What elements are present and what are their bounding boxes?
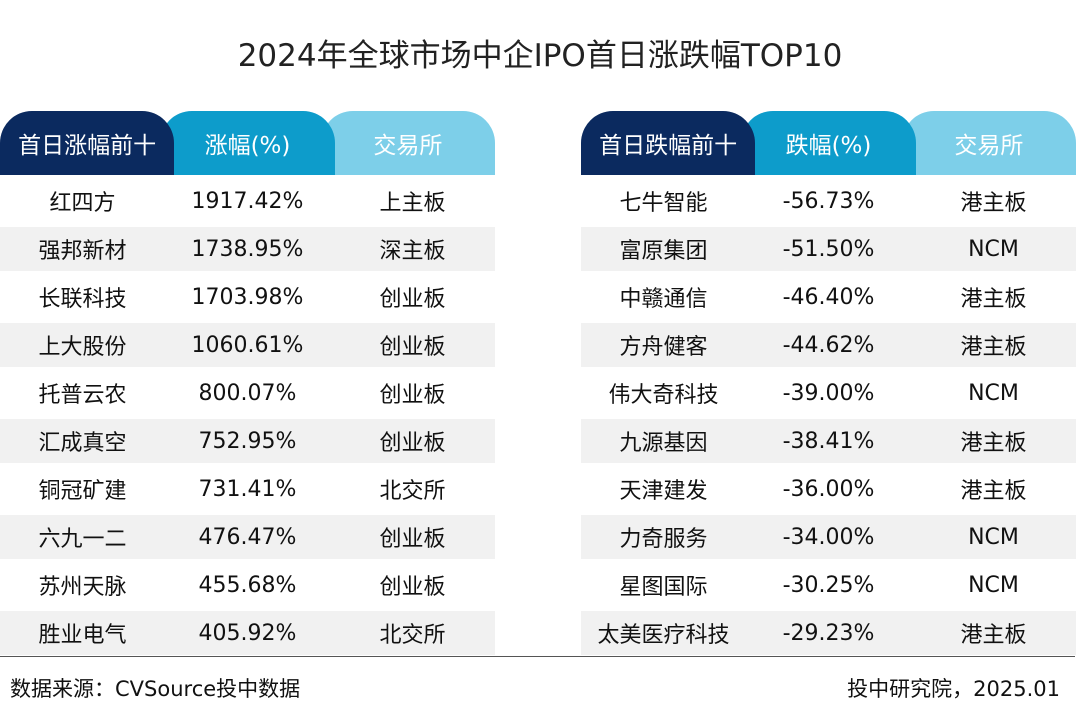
table-row: 七牛智能 -56.73% 港主板 bbox=[581, 179, 1076, 223]
table-cell: 创业板 bbox=[379, 431, 446, 456]
table-cell: 创业板 bbox=[379, 383, 446, 408]
table-cell: 星图国际 bbox=[619, 575, 708, 600]
table-cell: 455.68% bbox=[198, 572, 297, 598]
table-cell: 长联科技 bbox=[38, 287, 127, 312]
table-cell: 红四方 bbox=[49, 191, 116, 216]
table-cell: 铜冠矿建 bbox=[38, 479, 127, 504]
table-row: 苏州天脉 455.68% 创业板 bbox=[0, 563, 495, 607]
table-row: 六九一二 476.47% 创业板 bbox=[0, 515, 495, 559]
footer-divider bbox=[0, 656, 1075, 657]
table-cell: 创业板 bbox=[379, 575, 446, 600]
source-note: 数据来源：CVSource投中数据 bbox=[10, 677, 301, 701]
table-cell: 上大股份 bbox=[38, 335, 127, 360]
table-cell: 创业板 bbox=[379, 527, 446, 552]
table-cell: 伟大奇科技 bbox=[608, 383, 719, 408]
table-cell: -46.40% bbox=[782, 284, 875, 310]
table-row: 力奇服务 -34.00% NCM bbox=[581, 515, 1076, 559]
table-cell: 创业板 bbox=[379, 335, 446, 360]
header-cell: 首日跌幅前十 bbox=[581, 111, 756, 175]
header-cell: 交易所 bbox=[320, 111, 495, 175]
table-row: 方舟健客 -44.62% 港主板 bbox=[581, 323, 1076, 367]
table-row: 红四方 1917.42% 上主板 bbox=[0, 179, 495, 223]
table-cell: NCM bbox=[968, 236, 1019, 262]
table-cell: -29.23% bbox=[782, 620, 875, 646]
table-row: 铜冠矿建 731.41% 北交所 bbox=[0, 467, 495, 511]
table-row: 星图国际 -30.25% NCM bbox=[581, 563, 1076, 607]
table-row: 胜业电气 405.92% 北交所 bbox=[0, 611, 495, 655]
table-cell: 深主板 bbox=[379, 239, 446, 264]
table-cell: 汇成真空 bbox=[38, 431, 127, 456]
table-cell: -38.41% bbox=[782, 428, 875, 454]
table-cell: 1738.95% bbox=[191, 236, 304, 262]
table-row: 富原集团 -51.50% NCM bbox=[581, 227, 1076, 271]
table-row: 强邦新材 1738.95% 深主板 bbox=[0, 227, 495, 271]
table-cell: 476.47% bbox=[198, 524, 297, 550]
table-cell: 港主板 bbox=[960, 431, 1027, 456]
table-cell: 1060.61% bbox=[191, 332, 304, 358]
table-cell: 方舟健客 bbox=[619, 335, 708, 360]
table-cell: -30.25% bbox=[782, 572, 875, 598]
table-cell: 上主板 bbox=[379, 191, 446, 216]
table-cell: 创业板 bbox=[379, 287, 446, 312]
table-cell: 港主板 bbox=[960, 623, 1027, 648]
table-cell: 752.95% bbox=[198, 428, 297, 454]
table-cell: 苏州天脉 bbox=[38, 575, 127, 600]
table-cell: 港主板 bbox=[960, 335, 1027, 360]
header-cell: 交易所 bbox=[901, 111, 1076, 175]
page-title: 2024年全球市场中企IPO首日涨跌幅TOP10 bbox=[237, 38, 843, 74]
table-header: 首日涨幅前十 涨幅(%) 交易所 bbox=[0, 111, 495, 175]
table-row: 汇成真空 752.95% 创业板 bbox=[0, 419, 495, 463]
table-cell: 北交所 bbox=[379, 623, 446, 648]
table-cell: NCM bbox=[968, 380, 1019, 406]
table-cell: 天津建发 bbox=[619, 479, 708, 504]
header-cell: 涨幅(%) bbox=[160, 111, 335, 175]
table-row: 上大股份 1060.61% 创业板 bbox=[0, 323, 495, 367]
table-cell: 港主板 bbox=[960, 191, 1027, 216]
table-cell: 1917.42% bbox=[191, 188, 304, 214]
table-cell: 800.07% bbox=[198, 380, 297, 406]
table-cell: 北交所 bbox=[379, 479, 446, 504]
table-cell: -39.00% bbox=[782, 380, 875, 406]
table-row: 中赣通信 -46.40% 港主板 bbox=[581, 275, 1076, 319]
table-cell: 托普云农 bbox=[38, 383, 127, 408]
table-cell: 731.41% bbox=[198, 476, 297, 502]
top-gainers-table: 首日涨幅前十 涨幅(%) 交易所红四方 1917.42% 上主板强邦新材 1738.95%… bbox=[0, 111, 495, 655]
table-cell: -51.50% bbox=[782, 236, 875, 262]
table-cell: 力奇服务 bbox=[619, 527, 708, 552]
table-cell: -34.00% bbox=[782, 524, 875, 550]
table-cell: 中赣通信 bbox=[619, 287, 708, 312]
table-cell: NCM bbox=[968, 572, 1019, 598]
table-row: 伟大奇科技 -39.00% NCM bbox=[581, 371, 1076, 415]
table-row: 太美医疗科技 -29.23% 港主板 bbox=[581, 611, 1076, 655]
table-cell: 富原集团 bbox=[619, 239, 708, 264]
table-cell: 1703.98% bbox=[191, 284, 304, 310]
table-row: 长联科技 1703.98% 创业板 bbox=[0, 275, 495, 319]
header-cell: 跌幅(%) bbox=[741, 111, 916, 175]
table-cell: 太美医疗科技 bbox=[597, 623, 730, 648]
table-cell: 港主板 bbox=[960, 479, 1027, 504]
table-row: 天津建发 -36.00% 港主板 bbox=[581, 467, 1076, 511]
table-cell: NCM bbox=[968, 524, 1019, 550]
top-losers-table: 首日跌幅前十 跌幅(%) 交易所 七牛智能 -56.73% 港主板 富原集团 -51.50% N… bbox=[581, 111, 1076, 655]
table-cell: 405.92% bbox=[198, 620, 297, 646]
table-cell: 九源基因 bbox=[619, 431, 708, 456]
credit-note: 投中研究院，2025.01 bbox=[847, 677, 1060, 701]
table-header: 首日跌幅前十 跌幅(%) 交易所 bbox=[581, 111, 1076, 175]
table-cell: -56.73% bbox=[782, 188, 875, 214]
table-row: 托普云农 800.07% 创业板 bbox=[0, 371, 495, 415]
table-cell: -36.00% bbox=[782, 476, 875, 502]
table-cell: -44.62% bbox=[782, 332, 875, 358]
header-cell: 首日涨幅前十 bbox=[0, 111, 175, 175]
table-cell: 强邦新材 bbox=[38, 239, 127, 264]
table-cell: 七牛智能 bbox=[619, 191, 708, 216]
table-cell: 胜业电气 bbox=[38, 623, 127, 648]
table-cell: 六九一二 bbox=[38, 527, 127, 552]
table-row: 九源基因 -38.41% 港主板 bbox=[581, 419, 1076, 463]
table-cell: 港主板 bbox=[960, 287, 1027, 312]
